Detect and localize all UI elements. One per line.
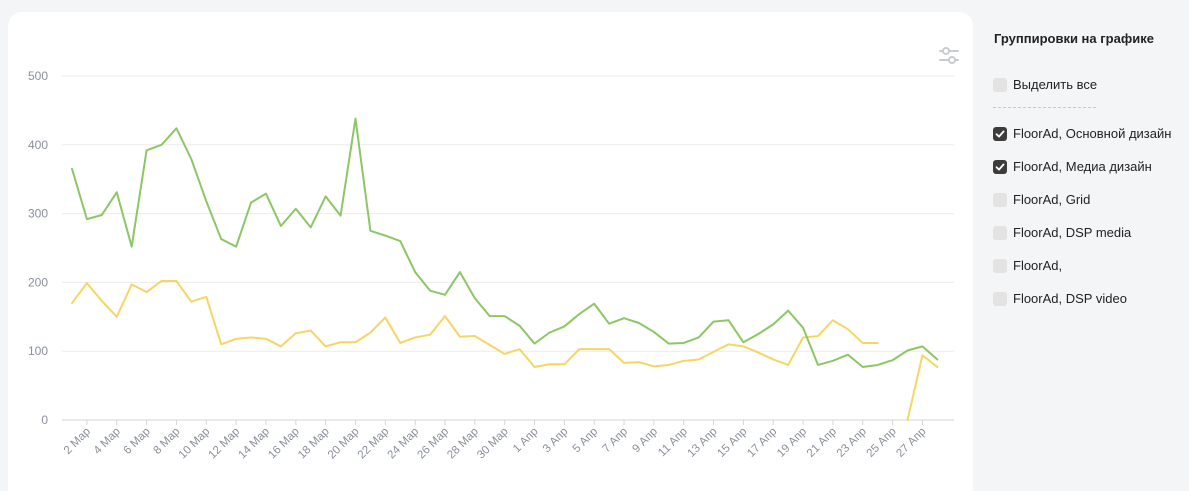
series-line-2 bbox=[71, 280, 939, 421]
checkbox-checked-icon bbox=[993, 126, 1007, 141]
checkbox-box bbox=[993, 225, 1007, 240]
grouping-checkbox-2[interactable]: FloorAd, Медиа дизайн bbox=[993, 150, 1183, 183]
grouping-checkbox-5[interactable]: FloorAd, bbox=[993, 249, 1183, 282]
x-tick-label: 14 Мар bbox=[236, 426, 272, 462]
x-tick-label: 25 Апр bbox=[865, 426, 899, 460]
y-tick-label: 0 bbox=[41, 413, 48, 427]
grouping-checkbox-6[interactable]: FloorAd, DSP video bbox=[993, 282, 1183, 315]
grouping-label: FloorAd, bbox=[1013, 258, 1063, 273]
grouping-label: FloorAd, Основной дизайн bbox=[1013, 126, 1172, 141]
x-tick-label: 27 Апр bbox=[894, 426, 928, 460]
x-tick-label: 2 Мар bbox=[62, 426, 93, 457]
checkbox-box bbox=[993, 192, 1007, 207]
grouping-checkbox-4[interactable]: FloorAd, DSP media bbox=[993, 216, 1183, 249]
y-tick-label: 300 bbox=[28, 207, 48, 221]
chart-card: 0 100 200 300 400 500 2 Мар 4 Мар 6 Мар 8 Мар 10 М… bbox=[8, 12, 973, 491]
grouping-checkbox-1[interactable]: FloorAd, Основной дизайн bbox=[993, 117, 1183, 150]
y-tick-label: 100 bbox=[28, 344, 48, 358]
x-tick-label: 24 Мар bbox=[386, 426, 422, 462]
x-tick-label: 20 Мар bbox=[326, 426, 362, 462]
x-tick-label: 1 Апр bbox=[511, 426, 541, 456]
x-tick-label: 26 Мар bbox=[415, 426, 451, 462]
x-tick-label: 3 Апр bbox=[541, 426, 571, 456]
x-tick-label: 13 Апр bbox=[686, 426, 720, 460]
x-tick-label: 22 Мар bbox=[356, 426, 392, 462]
x-tick-label: 28 Мар bbox=[445, 426, 481, 462]
grouping-checkbox-3[interactable]: FloorAd, Grid bbox=[993, 183, 1183, 216]
x-tick-label: 11 Апр bbox=[656, 426, 690, 460]
x-tick-label: 16 Мар bbox=[266, 426, 302, 462]
checkbox-checked-icon bbox=[993, 159, 1007, 174]
checkbox-box bbox=[993, 291, 1007, 306]
x-tick-label: 18 Мар bbox=[296, 426, 332, 462]
x-tick-label: 21 Апр bbox=[805, 426, 839, 460]
grouping-label: FloorAd, DSP video bbox=[1013, 291, 1127, 306]
y-tick-label: 200 bbox=[28, 275, 48, 289]
x-tick-label: 6 Мар bbox=[122, 426, 153, 457]
x-tick-label: 19 Апр bbox=[775, 426, 809, 460]
x-tick-label: 5 Апр bbox=[571, 426, 601, 456]
x-tick-label: 30 Мар bbox=[475, 426, 511, 462]
y-tick-label: 500 bbox=[28, 69, 48, 83]
x-tick-label: 7 Апр bbox=[601, 426, 631, 456]
groupings-panel: Группировки на графике Выделить все Floo… bbox=[993, 30, 1183, 315]
series-line-1 bbox=[71, 117, 939, 369]
x-tick-label: 4 Мар bbox=[92, 426, 123, 457]
x-tick-label: 12 Мар bbox=[207, 426, 243, 462]
y-tick-label: 400 bbox=[28, 138, 48, 152]
select-all-label: Выделить все bbox=[1013, 77, 1098, 92]
select-all-checkbox[interactable]: Выделить все bbox=[993, 68, 1183, 101]
grouping-label: FloorAd, Медиа дизайн bbox=[1013, 159, 1152, 174]
grouping-label: FloorAd, Grid bbox=[1013, 192, 1091, 207]
x-tick-label: 10 Мар bbox=[177, 426, 213, 462]
x-tick-label: 15 Апр bbox=[715, 426, 749, 460]
panel-title: Группировки на графике bbox=[994, 31, 1154, 46]
divider bbox=[993, 107, 1096, 108]
x-tick-label: 23 Апр bbox=[835, 426, 869, 460]
x-tick-label: 17 Апр bbox=[745, 426, 779, 460]
grouping-label: FloorAd, DSP media bbox=[1013, 225, 1132, 240]
checkbox-box bbox=[993, 77, 1007, 92]
sliders-icon[interactable] bbox=[938, 45, 960, 67]
checkbox-box bbox=[993, 258, 1007, 273]
